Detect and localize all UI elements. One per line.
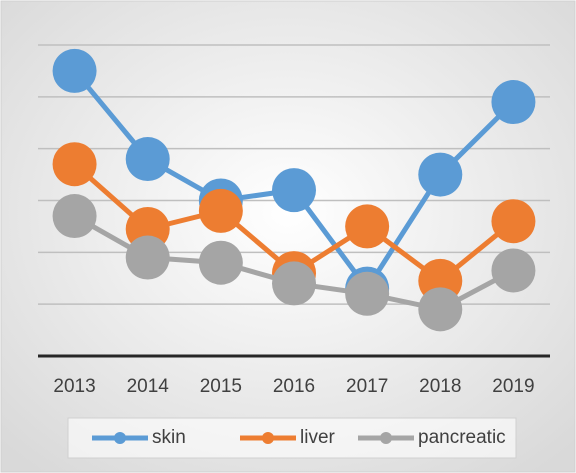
x-tick-label: 2018	[419, 376, 461, 397]
legend-label: pancreatic	[418, 427, 506, 448]
point	[52, 194, 97, 239]
legend-marker	[380, 432, 392, 444]
x-tick-label: 2014	[127, 376, 170, 397]
legend-marker	[114, 432, 126, 444]
legend-marker	[262, 432, 274, 444]
point	[345, 204, 390, 249]
point	[491, 199, 536, 244]
point	[52, 48, 97, 93]
point	[345, 271, 390, 316]
point	[272, 261, 316, 306]
point	[125, 235, 170, 280]
point	[125, 137, 170, 182]
x-tick-label: 2019	[492, 376, 534, 397]
point	[52, 142, 97, 187]
point	[418, 287, 463, 332]
x-tick-label: 2013	[53, 376, 95, 397]
legend-label: skin	[152, 427, 186, 448]
point	[198, 188, 243, 233]
x-tick-label: 2017	[346, 376, 388, 397]
point	[418, 152, 463, 197]
point	[272, 168, 316, 213]
legend-label: liver	[300, 427, 336, 448]
point	[198, 240, 243, 285]
point	[491, 80, 536, 125]
x-tick-label: 2016	[273, 376, 315, 397]
x-tick-label: 2015	[200, 376, 242, 397]
point	[491, 248, 536, 293]
